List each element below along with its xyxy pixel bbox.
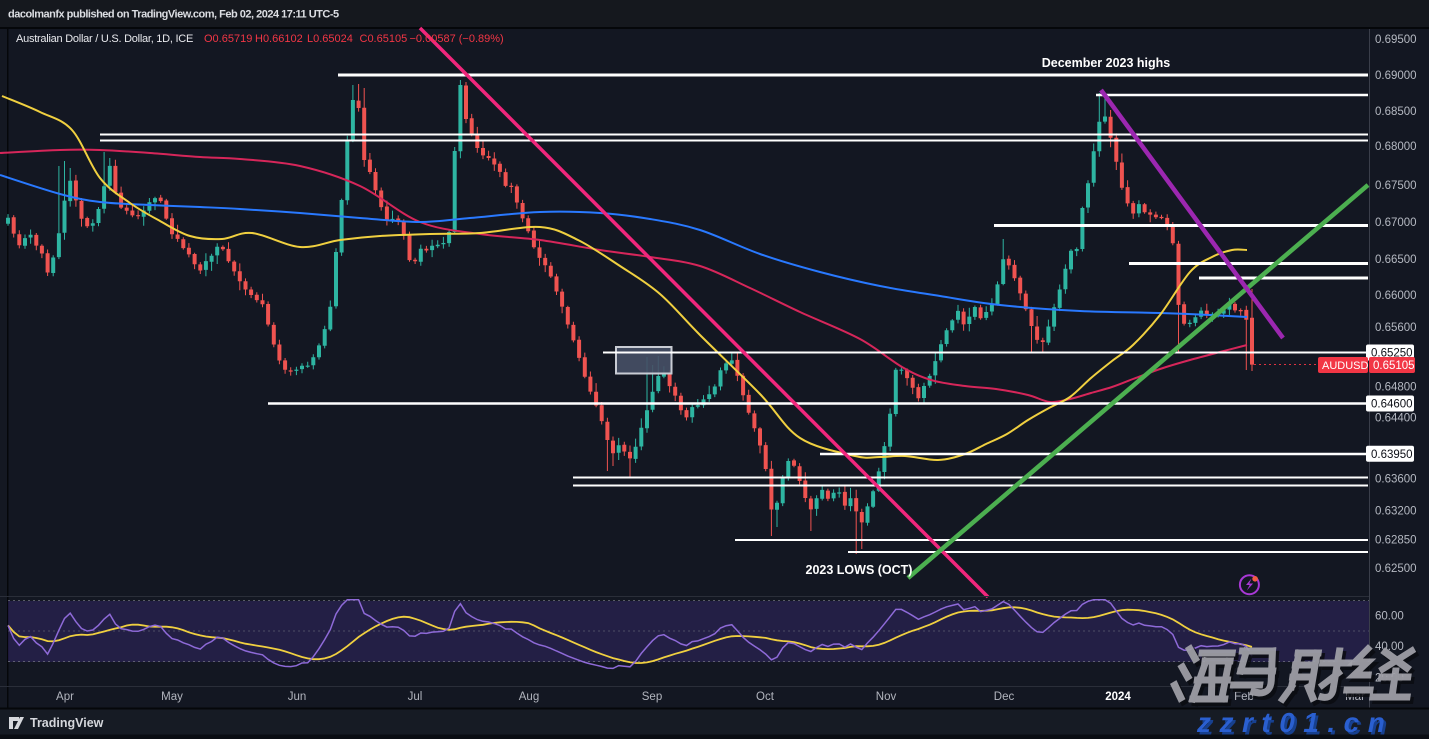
svg-text:TradingView: TradingView: [30, 716, 104, 730]
svg-text:C0.65105: C0.65105: [360, 33, 408, 45]
svg-text:Jun: Jun: [288, 691, 307, 703]
svg-text:O0.65719: O0.65719: [204, 33, 252, 45]
svg-text:Australian Dollar / U.S. Dolla: Australian Dollar / U.S. Dollar, 1D, ICE: [16, 33, 193, 45]
svg-text:0.69000: 0.69000: [1375, 70, 1417, 82]
svg-text:Jul: Jul: [408, 691, 423, 703]
svg-text:AUDUSD: AUDUSD: [1322, 360, 1369, 372]
svg-text:−0.00587 (−0.89%): −0.00587 (−0.89%): [410, 33, 504, 45]
svg-text:0.63200: 0.63200: [1375, 505, 1417, 517]
svg-text:December 2023 highs: December 2023 highs: [1042, 56, 1171, 70]
svg-text:Oct: Oct: [756, 691, 775, 703]
svg-text:0.65250: 0.65250: [1371, 348, 1413, 360]
svg-text:0.62500: 0.62500: [1375, 563, 1417, 575]
svg-text:Dec: Dec: [994, 691, 1015, 703]
svg-text:0.68500: 0.68500: [1375, 106, 1417, 118]
svg-text:0.64800: 0.64800: [1375, 382, 1417, 394]
svg-text:dacolmanfx published on Tradin: dacolmanfx published on TradingView.com,…: [8, 9, 339, 21]
svg-text:May: May: [161, 691, 183, 703]
svg-text:40.00: 40.00: [1375, 641, 1404, 653]
svg-text:0.62850: 0.62850: [1375, 535, 1417, 547]
svg-text:2024: 2024: [1105, 691, 1131, 703]
svg-text:Apr: Apr: [56, 691, 74, 703]
svg-text:0.68000: 0.68000: [1375, 141, 1417, 153]
svg-text:2023 LOWS (OCT): 2023 LOWS (OCT): [806, 563, 913, 577]
svg-text:Nov: Nov: [876, 691, 897, 703]
svg-text:0.67500: 0.67500: [1375, 180, 1417, 192]
svg-text:0.65600: 0.65600: [1375, 322, 1417, 334]
svg-text:0.63950: 0.63950: [1371, 449, 1413, 461]
svg-text:0.64600: 0.64600: [1371, 399, 1413, 411]
svg-text:0.66500: 0.66500: [1375, 254, 1417, 266]
svg-text:0.65105: 0.65105: [1373, 360, 1415, 372]
svg-text:Aug: Aug: [519, 691, 539, 703]
svg-text:0.66000: 0.66000: [1375, 290, 1417, 302]
svg-text:zzrt01.cn: zzrt01.cn: [1199, 710, 1396, 739]
svg-text:0.64400: 0.64400: [1375, 413, 1417, 425]
svg-text:0.63600: 0.63600: [1375, 474, 1417, 486]
svg-text:H0.66102: H0.66102: [255, 33, 303, 45]
svg-text:L0.65024: L0.65024: [307, 33, 353, 45]
svg-text:zzrt01.cn: zzrt01.cn: [1196, 707, 1393, 738]
svg-text:0.69500: 0.69500: [1375, 34, 1417, 46]
svg-text:60.00: 60.00: [1375, 611, 1404, 623]
svg-text:Sep: Sep: [642, 691, 662, 703]
svg-text:Feb: Feb: [1234, 691, 1254, 703]
svg-text:0.67000: 0.67000: [1375, 217, 1417, 229]
